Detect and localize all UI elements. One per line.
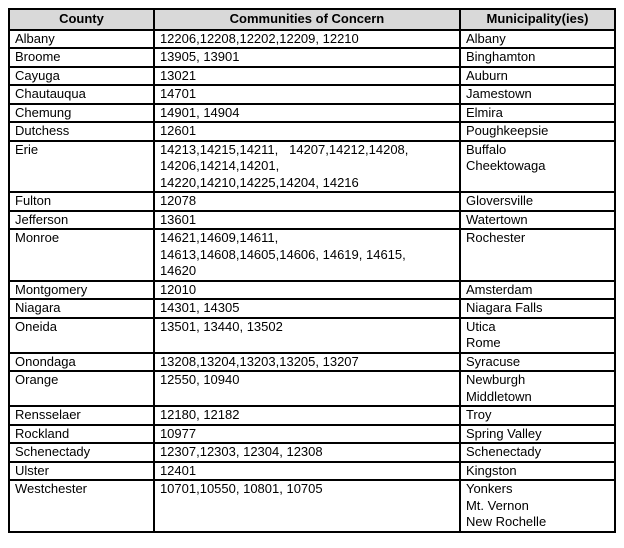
county-cell: Cayuga — [8, 65, 155, 86]
municipality-cell: Binghamton — [458, 47, 617, 68]
table-row: Erie 14213,14215,14211, 14207,14212,1420… — [8, 139, 617, 193]
municipality-cell: Syracuse — [458, 351, 617, 372]
municipality-cell: Amsterdam — [458, 279, 617, 300]
header-county: County — [8, 8, 155, 31]
table-row: Dutchess 12601 Poughkeepsie — [8, 121, 617, 142]
communities-cell: 14213,14215,14211, 14207,14212,14208, 14… — [152, 139, 461, 193]
county-cell: Onondaga — [8, 351, 155, 372]
county-cell: Westchester — [8, 479, 155, 533]
municipality-cell: Albany — [458, 28, 617, 49]
communities-cell: 12180, 12182 — [152, 405, 461, 426]
table-row: Jefferson 13601 Watertown — [8, 209, 617, 230]
county-cell: Rockland — [8, 423, 155, 444]
table-row: Montgomery 12010 Amsterdam — [8, 279, 617, 300]
communities-cell: 14901, 14904 — [152, 102, 461, 123]
municipality-cell: Elmira — [458, 102, 617, 123]
table-row: Chautauqua 14701 Jamestown — [8, 84, 617, 105]
table-row: Westchester 10701,10550, 10801, 10705 Yo… — [8, 479, 617, 533]
table-row: Broome 13905, 13901 Binghamton — [8, 47, 617, 68]
communities-cell: 12010 — [152, 279, 461, 300]
county-cell: Oneida — [8, 316, 155, 354]
table-row: Rensselaer 12180, 12182 Troy — [8, 405, 617, 426]
table-row: Onondaga 13208,13204,13203,13205, 13207 … — [8, 351, 617, 372]
communities-cell: 10977 — [152, 423, 461, 444]
municipality-cell: Newburgh Middletown — [458, 370, 617, 407]
communities-cell: 12078 — [152, 191, 461, 212]
county-cell: Dutchess — [8, 121, 155, 142]
header-communities-of-concern: Communities of Concern — [152, 8, 461, 31]
municipality-cell: Spring Valley — [458, 423, 617, 444]
table-row: Monroe 14621,14609,14611, 14613,14608,14… — [8, 228, 617, 282]
municipality-cell: Buffalo Cheektowaga — [458, 139, 617, 193]
county-cell: Montgomery — [8, 279, 155, 300]
municipality-cell: Utica Rome — [458, 316, 617, 354]
table-row: Orange 12550, 10940 Newburgh Middletown — [8, 370, 617, 407]
table-row: Schenectady 12307,12303, 12304, 12308 Sc… — [8, 442, 617, 463]
county-cell: Albany — [8, 28, 155, 49]
municipality-cell: Yonkers Mt. Vernon New Rochelle — [458, 479, 617, 533]
county-cell: Erie — [8, 139, 155, 193]
county-cell: Ulster — [8, 460, 155, 481]
municipality-cell: Niagara Falls — [458, 298, 617, 319]
communities-cell: 14621,14609,14611, 14613,14608,14605,146… — [152, 228, 461, 282]
county-cell: Broome — [8, 47, 155, 68]
communities-cell: 12401 — [152, 460, 461, 481]
header-municipalities: Municipality(ies) — [458, 8, 617, 31]
table-row: Niagara 14301, 14305 Niagara Falls — [8, 298, 617, 319]
communities-cell: 13905, 13901 — [152, 47, 461, 68]
municipality-cell: Watertown — [458, 209, 617, 230]
communities-cell: 10701,10550, 10801, 10705 — [152, 479, 461, 533]
county-cell: Chautauqua — [8, 84, 155, 105]
table-row: Cayuga 13021 Auburn — [8, 65, 617, 86]
county-cell: Niagara — [8, 298, 155, 319]
county-cell: Rensselaer — [8, 405, 155, 426]
communities-cell: 14701 — [152, 84, 461, 105]
table-header-row: County Communities of Concern Municipali… — [8, 8, 617, 31]
communities-cell: 12601 — [152, 121, 461, 142]
county-cell: Monroe — [8, 228, 155, 282]
municipality-cell: Gloversville — [458, 191, 617, 212]
municipality-cell: Auburn — [458, 65, 617, 86]
communities-cell: 12206,12208,12202,12209, 12210 — [152, 28, 461, 49]
municipality-cell: Poughkeepsie — [458, 121, 617, 142]
communities-cell: 14301, 14305 — [152, 298, 461, 319]
communities-cell: 13501, 13440, 13502 — [152, 316, 461, 354]
communities-of-concern-table: County Communities of Concern Municipali… — [8, 8, 617, 533]
county-cell: Jefferson — [8, 209, 155, 230]
municipality-cell: Troy — [458, 405, 617, 426]
table-row: Albany 12206,12208,12202,12209, 12210 Al… — [8, 28, 617, 49]
table-row: Ulster 12401 Kingston — [8, 460, 617, 481]
county-cell: Fulton — [8, 191, 155, 212]
table-row: Oneida 13501, 13440, 13502 Utica Rome — [8, 316, 617, 354]
communities-cell: 12550, 10940 — [152, 370, 461, 407]
communities-cell: 13601 — [152, 209, 461, 230]
table-row: Rockland 10977 Spring Valley — [8, 423, 617, 444]
table-row: Chemung 14901, 14904 Elmira — [8, 102, 617, 123]
county-cell: Orange — [8, 370, 155, 407]
municipality-cell: Jamestown — [458, 84, 617, 105]
communities-cell: 13208,13204,13203,13205, 13207 — [152, 351, 461, 372]
table-row: Fulton 12078 Gloversville — [8, 191, 617, 212]
municipality-cell: Schenectady — [458, 442, 617, 463]
municipality-cell: Kingston — [458, 460, 617, 481]
communities-cell: 12307,12303, 12304, 12308 — [152, 442, 461, 463]
county-cell: Schenectady — [8, 442, 155, 463]
communities-cell: 13021 — [152, 65, 461, 86]
county-cell: Chemung — [8, 102, 155, 123]
municipality-cell: Rochester — [458, 228, 617, 282]
